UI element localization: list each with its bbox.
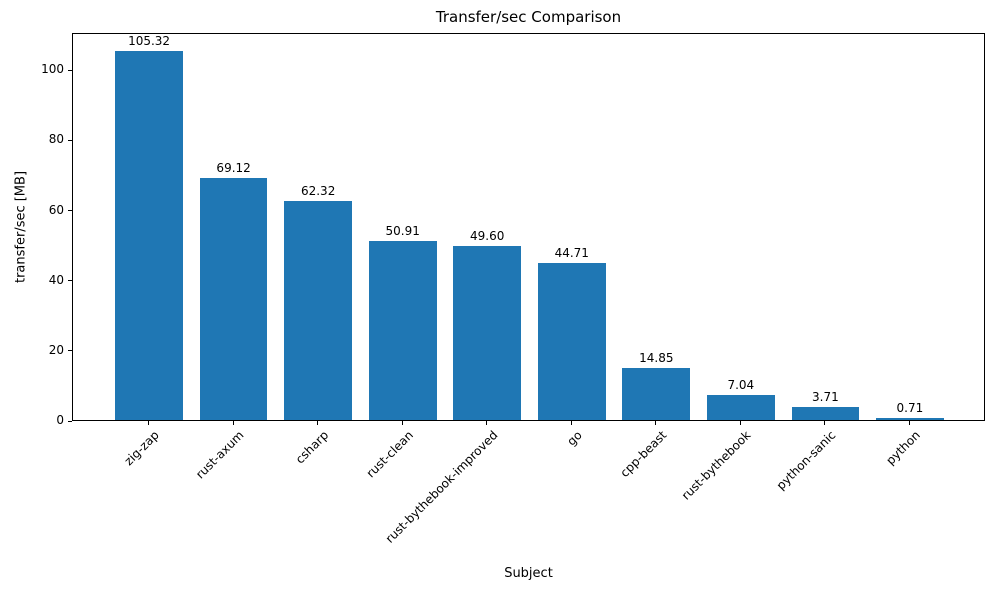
bar — [622, 367, 691, 420]
y-tick-mark — [68, 210, 72, 211]
bar-value-label: 69.12 — [216, 160, 251, 175]
y-tick-mark — [68, 420, 72, 422]
x-tick-mark — [148, 421, 150, 425]
bar — [791, 407, 860, 420]
bar-value-label: 50.91 — [385, 224, 420, 239]
x-tick-label: python — [883, 428, 923, 468]
x-tick-label: cpp-beast — [617, 428, 670, 480]
y-tick-mark — [68, 280, 72, 282]
x-tick-label: go — [564, 428, 585, 449]
x-tick-mark — [739, 421, 741, 425]
bar — [876, 417, 944, 420]
bar — [537, 263, 606, 420]
x-tick-mark — [232, 421, 234, 425]
x-tick-label: csharp — [292, 428, 332, 467]
x-tick-mark — [317, 421, 319, 425]
x-tick-mark — [570, 421, 572, 425]
y-tick-label: 100 — [41, 62, 64, 77]
y-tick-mark — [68, 350, 72, 352]
bar — [707, 395, 775, 420]
bar — [115, 50, 183, 420]
x-tick-label: zig-zap — [121, 428, 162, 469]
y-tick-label: 40 — [48, 272, 64, 287]
y-axis-label: transfer/sec [MB] — [13, 170, 29, 284]
x-tick-mark — [486, 421, 488, 425]
bar-value-label: 105.32 — [128, 33, 171, 48]
bar-value-label: 14.85 — [639, 350, 674, 365]
bar — [368, 241, 437, 420]
bar-value-label: 0.71 — [896, 400, 924, 415]
plot-area: 105.32 69.12 62.32 50.91 49.60 44.71 14.85 7.04… — [72, 33, 985, 421]
x-tick-mark — [655, 421, 657, 425]
y-tick-label: 60 — [48, 202, 64, 217]
x-axis-label: Subject — [504, 566, 553, 581]
y-tick-label: 0 — [56, 413, 64, 427]
bar-value-label: 44.71 — [554, 246, 589, 261]
bar — [199, 177, 268, 420]
chart-title: Transfer/sec Comparison — [435, 8, 622, 26]
x-tick-label: rust-axum — [193, 428, 247, 482]
x-tick-label: python-sanic — [773, 428, 839, 493]
y-tick-label: 80 — [48, 132, 64, 147]
bar-value-label: 3.71 — [812, 390, 839, 404]
x-tick-label: rust-bythebook — [679, 428, 754, 503]
x-tick-mark — [908, 421, 910, 425]
x-tick-label: rust-clean — [363, 428, 416, 481]
x-tick-mark — [401, 421, 403, 425]
y-tick-label: 20 — [48, 342, 64, 357]
bar — [284, 201, 352, 420]
x-tick-mark — [824, 421, 826, 425]
bar — [453, 246, 522, 420]
y-tick-mark — [68, 69, 72, 71]
bar-value-label: 62.32 — [300, 184, 336, 199]
bar-value-label: 49.60 — [470, 229, 505, 243]
y-tick-mark — [68, 139, 72, 141]
bar-value-label: 7.04 — [727, 378, 755, 393]
